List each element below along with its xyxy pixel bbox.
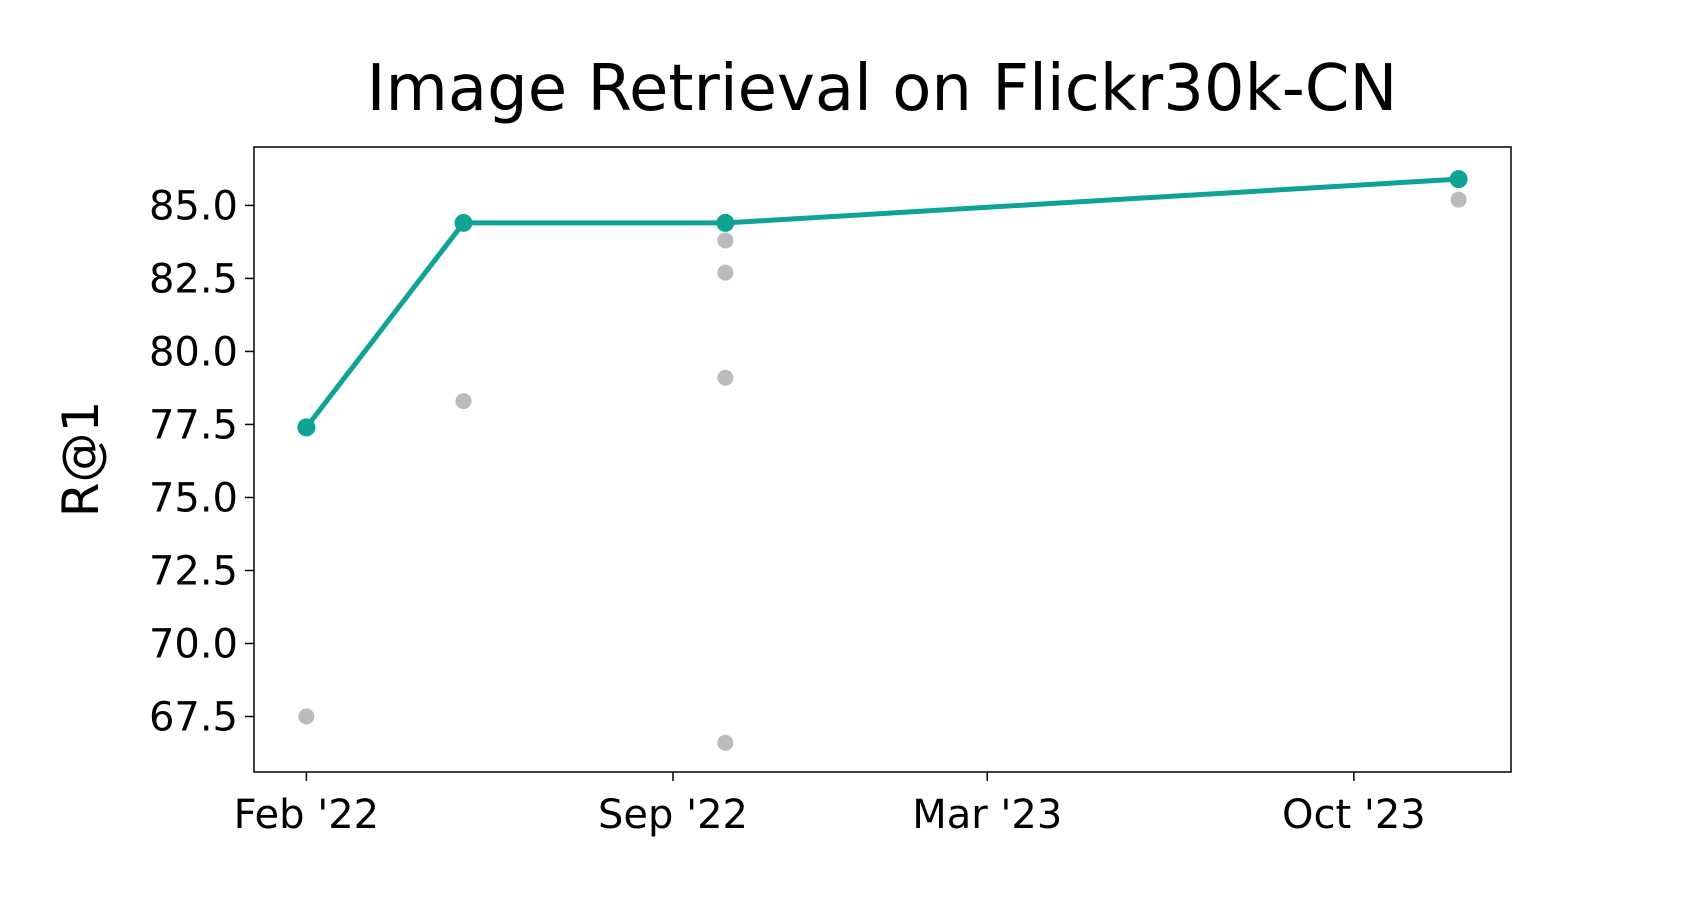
x-tick-label: Oct '23 bbox=[1282, 792, 1426, 838]
data-point bbox=[298, 708, 315, 725]
y-tick-label: 77.5 bbox=[149, 402, 238, 448]
data-point bbox=[455, 393, 472, 410]
x-tick-label: Mar '23 bbox=[912, 792, 1062, 838]
data-point bbox=[717, 232, 734, 249]
x-tick-label: Sep '22 bbox=[598, 792, 748, 838]
data-point bbox=[717, 734, 734, 751]
data-point bbox=[1450, 191, 1467, 208]
y-tick-label: 70.0 bbox=[149, 621, 238, 667]
data-point bbox=[1449, 170, 1468, 189]
x-tick-label: Feb '22 bbox=[234, 792, 379, 838]
data-point bbox=[454, 213, 473, 232]
y-tick-label: 80.0 bbox=[149, 329, 238, 375]
y-tick-label: 82.5 bbox=[149, 256, 238, 302]
plot-frame bbox=[253, 146, 1512, 773]
y-tick-label: 67.5 bbox=[149, 695, 238, 741]
y-axis-label: R@1 bbox=[52, 401, 110, 518]
y-tick-label: 75.0 bbox=[149, 475, 238, 521]
y-tick-label: 72.5 bbox=[149, 548, 238, 594]
y-tick-label: 85.0 bbox=[149, 183, 238, 229]
chart-title: Image Retrieval on Flickr30k-CN bbox=[367, 52, 1398, 126]
data-point bbox=[716, 213, 735, 232]
data-line bbox=[304, 176, 1459, 429]
data-point bbox=[717, 264, 734, 281]
data-point bbox=[297, 418, 316, 437]
data-point bbox=[717, 369, 734, 386]
